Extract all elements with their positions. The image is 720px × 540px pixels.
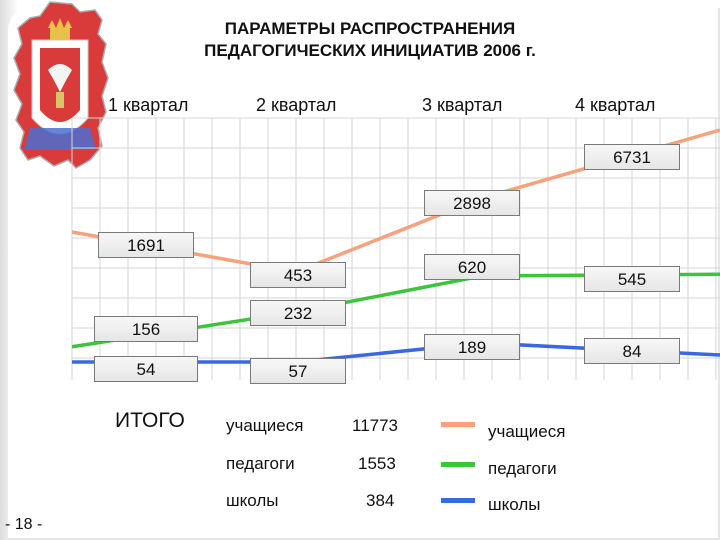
data-label-students-q3: 2898 [424, 190, 520, 216]
totals-value-teachers: 1553 [358, 454, 396, 473]
x-tick-label-q2: 2 квартал [256, 95, 337, 115]
data-label-teachers-q2: 232 [250, 300, 346, 326]
x-tick-label-q1: 1 квартал [108, 95, 189, 115]
legend-label-schools: школы [488, 495, 541, 514]
title-line-1: ПАРАМЕТРЫ РАСПРОСТРАНЕНИЯ [224, 19, 516, 38]
totals-heading: ИТОГО [115, 409, 185, 432]
page-number: - 18 - [5, 516, 43, 533]
data-label-students-q1: 1691 [98, 232, 194, 258]
x-tick-label-q3: 3 квартал [422, 95, 503, 115]
page-title: ПАРАМЕТРЫ РАСПРОСТРАНЕНИЯ ПЕДАГОГИЧЕСКИХ… [130, 18, 610, 62]
data-label-teachers-q3: 620 [424, 254, 520, 280]
data-label-schools-q2: 57 [250, 358, 346, 384]
legend-swatch-schools [441, 498, 475, 503]
totals-value-schools: 384 [366, 491, 395, 510]
data-label-schools-q1: 54 [94, 356, 198, 382]
legend-swatch-teachers [441, 462, 475, 467]
x-tick-label-q4: 4 квартал [575, 95, 656, 115]
totals-value-students: 11773 [352, 416, 399, 435]
data-label-students-q4: 6731 [584, 144, 680, 170]
data-label-teachers-q4: 545 [584, 266, 680, 292]
title-line-2: ПЕДАГОГИЧЕСКИХ ИНИЦИАТИВ 2006 г. [204, 41, 536, 60]
legend-label-students: учащиеся [488, 422, 566, 441]
data-label-students-q2: 453 [250, 262, 346, 288]
data-label-teachers-q1: 156 [94, 316, 198, 342]
legend-label-teachers: педагоги [488, 459, 557, 478]
data-label-schools-q3: 189 [424, 334, 520, 360]
region-emblem-logo [13, 1, 109, 169]
totals-name-students: учащиеся [226, 416, 304, 435]
totals-name-teachers: педагоги [226, 454, 295, 473]
totals-name-schools: школы [226, 491, 279, 510]
data-label-schools-q4: 84 [584, 338, 680, 364]
legend-swatch-students [441, 422, 475, 427]
